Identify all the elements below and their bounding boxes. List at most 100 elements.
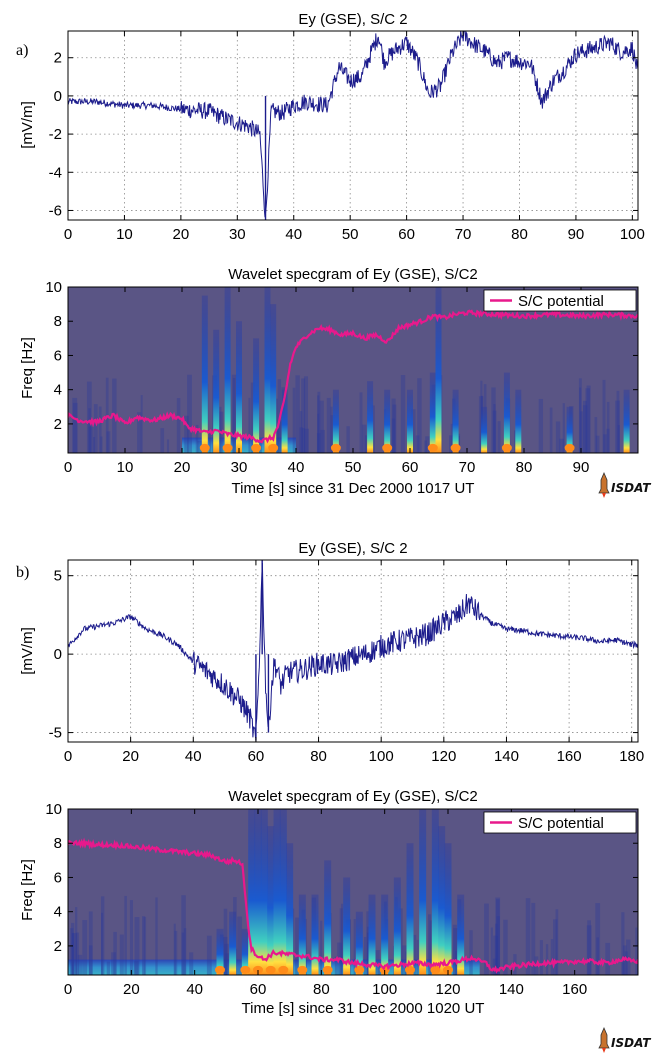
panel-b-spec-xlabel: Time [s] since 31 Dec 2000 1020 UT — [242, 1000, 485, 1017]
hot-spot — [443, 965, 453, 974]
spectral-streak — [366, 926, 370, 975]
spectral-streak — [209, 433, 212, 453]
spectral-streak — [415, 435, 420, 453]
hot-spot — [501, 443, 512, 452]
spectral-streak — [539, 940, 543, 975]
x-tick-label: 80 — [313, 981, 330, 998]
spectral-streak — [595, 435, 600, 453]
spectral-streak — [559, 438, 564, 453]
wave-burst — [264, 287, 271, 453]
y-tick-label: -4 — [49, 164, 62, 181]
spectral-streak — [621, 962, 625, 975]
spectral-streak — [88, 408, 91, 453]
spectral-streak — [133, 961, 139, 975]
y-tick-label: 6 — [54, 347, 62, 364]
x-tick-label: 0 — [64, 459, 72, 476]
spectral-streak — [106, 431, 111, 453]
spectral-streak — [320, 920, 323, 975]
spectral-streak — [617, 425, 620, 453]
panel-a-spectrogram: Wavelet specgram of Ey (GSE), S/C2 Freq … — [19, 266, 651, 498]
wave-burst — [343, 877, 351, 975]
wave-burst — [273, 809, 281, 975]
hot-spot — [253, 965, 263, 974]
wave-burst — [241, 928, 249, 975]
wave-burst — [457, 894, 465, 975]
spectral-streak — [330, 415, 335, 453]
spectral-streak — [578, 378, 582, 453]
x-tick-label: 30 — [231, 459, 248, 476]
spectral-streak — [363, 936, 367, 975]
spectral-streak — [197, 440, 203, 453]
panel-letter-a: a) — [16, 42, 28, 59]
panel-letter-b: b) — [16, 564, 29, 581]
ey-series-line — [68, 31, 638, 218]
panel-b-spectrogram: Wavelet specgram of Ey (GSE), S/C2 Freq … — [19, 788, 651, 1053]
spectral-streak — [364, 435, 368, 453]
spectral-streak — [484, 903, 489, 975]
wave-burst — [213, 329, 220, 453]
spectral-streak — [69, 928, 74, 975]
panel-a-spec-ylabel: Freq [Hz] — [19, 337, 36, 399]
spectral-streak — [626, 939, 631, 975]
spectral-streak — [555, 909, 559, 975]
spectral-streak — [304, 428, 309, 453]
wave-burst — [406, 843, 414, 975]
spectral-streak — [319, 400, 324, 453]
spectral-streak — [402, 945, 408, 975]
x-tick-label: 30 — [229, 226, 246, 243]
spectral-streak — [595, 903, 601, 975]
wave-burst — [381, 894, 389, 975]
y-tick-label: 2 — [54, 416, 62, 433]
wave-burst — [438, 826, 446, 975]
spectral-streak — [320, 429, 325, 453]
x-tick-label: 60 — [248, 748, 265, 765]
x-tick-label: 20 — [123, 981, 140, 998]
spectral-streak — [538, 398, 544, 453]
x-tick-label: 60 — [402, 459, 419, 476]
spectral-streak — [371, 405, 375, 453]
x-tick-label: 120 — [435, 981, 460, 998]
wave-burst — [444, 843, 452, 975]
spectral-streak — [237, 916, 243, 975]
spectral-streak — [550, 939, 554, 975]
spectral-streak — [637, 952, 638, 975]
spectral-streak — [452, 924, 457, 975]
wave-burst — [224, 287, 231, 453]
panel-a-frame — [67, 30, 639, 221]
spectral-streak — [119, 934, 124, 975]
panel-a-legend-label: S/C potential — [518, 293, 604, 310]
spectral-streak — [424, 440, 427, 453]
spectral-streak — [231, 374, 237, 453]
spectral-streak — [374, 950, 380, 975]
spectral-streak — [224, 953, 230, 975]
spectral-streak — [582, 405, 588, 453]
spectral-streak — [301, 428, 306, 453]
isdat-logo-b-text: ISDAT — [611, 1036, 651, 1050]
spectral-streak — [411, 409, 416, 453]
spectral-streak — [457, 433, 461, 453]
spectral-streak — [317, 395, 320, 453]
y-tick-label: 2 — [54, 938, 62, 955]
x-tick-label: 0 — [64, 748, 72, 765]
x-tick-label: 10 — [117, 459, 134, 476]
spectral-streak — [82, 920, 88, 975]
spectral-streak — [606, 401, 610, 453]
spectral-streak — [580, 411, 583, 453]
panel-a-title: Ey (GSE), S/C 2 — [298, 11, 407, 28]
x-tick-label: 100 — [369, 748, 394, 765]
spectral-streak — [621, 912, 625, 975]
spectral-streak — [594, 417, 598, 453]
wave-burst — [429, 372, 436, 453]
spectral-streak — [124, 895, 127, 975]
spectral-streak — [129, 900, 134, 975]
spectral-streak — [101, 912, 104, 975]
wave-burst — [324, 860, 332, 975]
spectral-streak — [346, 426, 350, 453]
spectral-streak — [98, 406, 102, 453]
spectral-streak — [155, 897, 158, 975]
y-tick-label: 10 — [45, 801, 62, 818]
spectral-streak — [391, 418, 396, 453]
x-tick-label: 60 — [250, 981, 267, 998]
spectral-streak — [497, 421, 501, 453]
